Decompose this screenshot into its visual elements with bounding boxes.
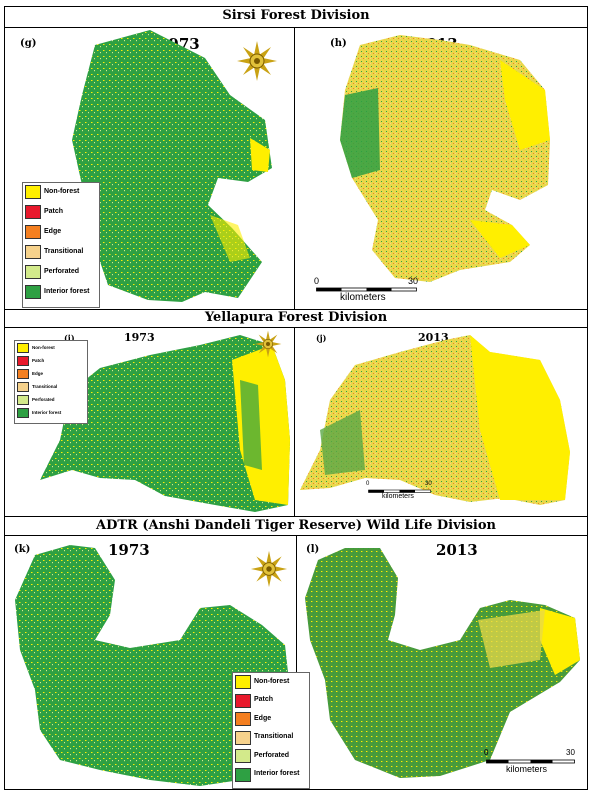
legend-label: Non-forest: [32, 344, 55, 350]
legend-label: Non-forest: [254, 677, 290, 685]
legend-label: Transitional: [44, 247, 84, 255]
legend-label: Interior forest: [32, 409, 62, 415]
scale-unit: kilometers: [506, 764, 548, 774]
legend-swatch-non-forest: [17, 343, 29, 353]
legend-label: Edge: [32, 370, 44, 376]
legend-label: Perforated: [254, 751, 290, 759]
legend-swatch-non-forest: [25, 185, 41, 199]
sun-compass-icon: [237, 41, 277, 81]
year-i: 1973: [124, 331, 155, 344]
legend-adtr: Non-forest Patch Edge Transitional Perforate…: [232, 672, 310, 789]
map-yellapura-2013: [300, 335, 570, 505]
scale-unit: kilometers: [382, 493, 414, 500]
divider: [4, 516, 588, 517]
divider: [296, 535, 297, 790]
sun-compass-icon: [250, 550, 288, 588]
legend-label: Edge: [44, 227, 62, 235]
legend-swatch-perforated: [25, 265, 41, 279]
legend-sirsi: Non-forest Patch Edge Transitional Perforate…: [22, 182, 100, 308]
year-l: 2013: [436, 541, 478, 559]
legend-swatch-patch: [17, 356, 29, 366]
legend-yellapura: Non-forest Patch Edge Transitional Perforate…: [14, 340, 88, 424]
legend-label: Perforated: [32, 396, 55, 402]
legend-swatch-perforated: [235, 749, 251, 763]
legend-label: Perforated: [44, 267, 80, 275]
legend-swatch-transitional: [25, 245, 41, 259]
map-adtr-2013: [305, 548, 580, 778]
legend-label: Edge: [254, 714, 272, 722]
map-yellapura-1973: [40, 335, 290, 512]
section-title-adtr: ADTR (Anshi Dandeli Tiger Reserve) Wild …: [96, 518, 496, 533]
legend-swatch-non-forest: [235, 675, 251, 689]
legend-label: Patch: [32, 357, 45, 363]
scale-end: 30: [425, 481, 432, 487]
divider: [4, 27, 588, 28]
panel-label-k: (k): [14, 544, 31, 555]
panel-label-l: (l): [306, 544, 320, 555]
scale-end: 30: [566, 748, 575, 757]
legend-swatch-perforated: [17, 395, 29, 405]
panel-label-i: (i): [64, 333, 75, 343]
legend-swatch-interior-forest: [25, 285, 41, 299]
divider: [4, 327, 588, 328]
scale-start: 0: [484, 748, 489, 757]
section-title-sirsi: Sirsi Forest Division: [222, 8, 370, 23]
scale-start: 0: [366, 481, 370, 487]
divider: [294, 327, 295, 516]
year-k: 1973: [108, 541, 150, 559]
panel-label-g: (g): [20, 38, 37, 49]
year-j: 2013: [418, 331, 449, 344]
panel-label-j: (j): [316, 333, 327, 343]
legend-label: Interior forest: [44, 287, 90, 295]
legend-label: Transitional: [254, 733, 294, 740]
legend-swatch-edge: [25, 225, 41, 239]
legend-swatch-edge: [17, 369, 29, 379]
legend-label: Non-forest: [44, 187, 80, 195]
scale-start: 0: [314, 276, 320, 286]
divider: [294, 27, 295, 309]
sun-compass-icon: [254, 330, 282, 358]
scale-unit: kilometers: [340, 292, 386, 303]
legend-swatch-transitional: [17, 382, 29, 392]
legend-swatch-transitional: [235, 730, 251, 745]
legend-swatch-edge: [235, 712, 251, 726]
legend-label: Patch: [254, 696, 274, 703]
panel-label-h: (h): [330, 38, 347, 49]
legend-swatch-patch: [25, 205, 41, 219]
legend-label: Patch: [44, 207, 64, 215]
legend-label: Transitional: [32, 383, 58, 389]
divider: [4, 309, 588, 310]
section-title-yellapura: Yellapura Forest Division: [204, 310, 388, 325]
map-adtr-1973: [15, 545, 290, 786]
legend-swatch-interior-forest: [17, 408, 29, 418]
map-sirsi-2013: [340, 35, 550, 282]
legend-swatch-interior-forest: [235, 767, 251, 782]
scale-end: 30: [408, 276, 419, 286]
legend-swatch-patch: [235, 693, 251, 708]
map-sirsi-1973: [72, 30, 272, 302]
legend-label: Interior forest: [254, 770, 300, 777]
